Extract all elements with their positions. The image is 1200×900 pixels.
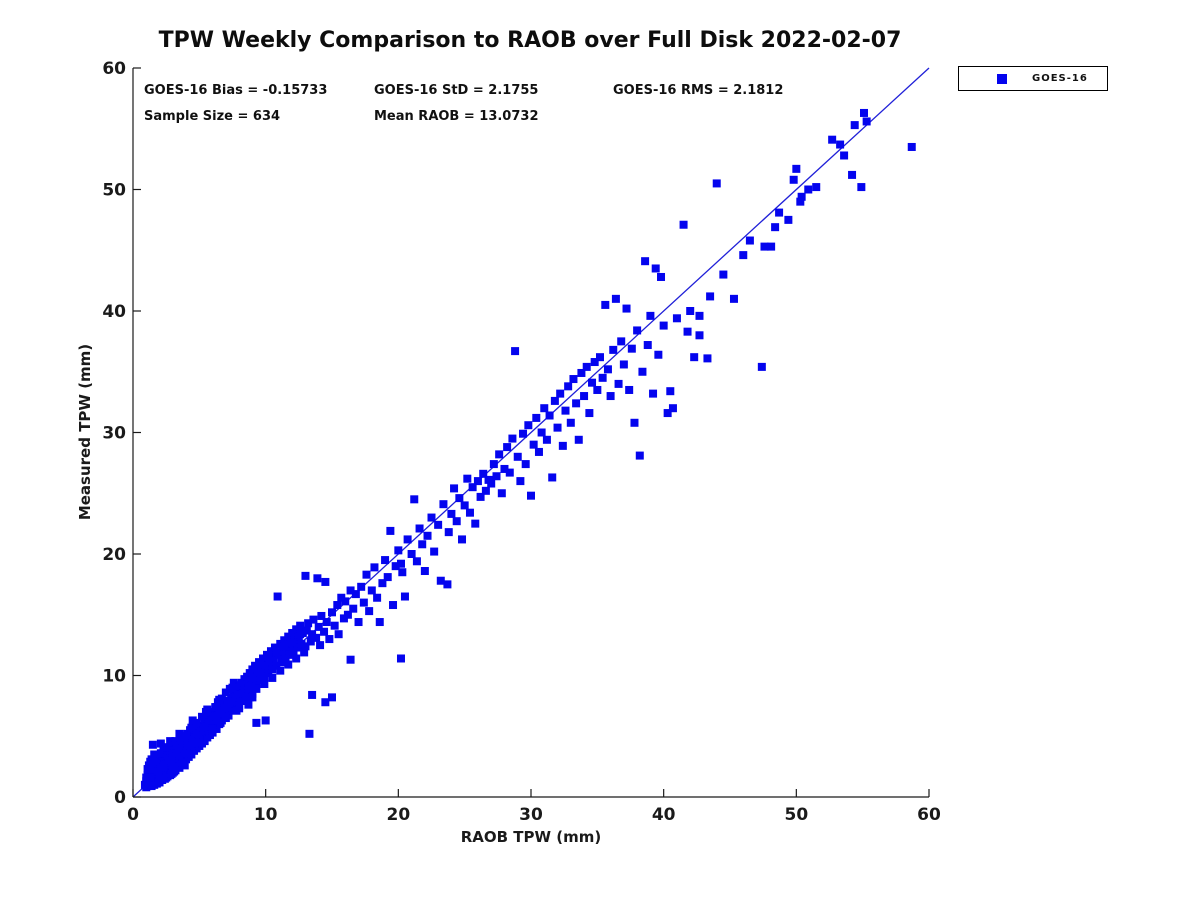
- svg-text:10: 10: [254, 805, 278, 825]
- stat-bias: GOES-16 Bias = -0.15733: [144, 83, 328, 98]
- svg-text:20: 20: [102, 545, 126, 565]
- chart-title: TPW Weekly Comparison to RAOB over Full …: [158, 28, 902, 53]
- svg-text:60: 60: [102, 59, 126, 79]
- legend-square-marker-icon: [997, 73, 1007, 84]
- svg-text:0: 0: [114, 788, 126, 808]
- svg-text:30: 30: [519, 805, 543, 825]
- x-axis-label: RAOB TPW (mm): [460, 828, 602, 846]
- svg-text:40: 40: [102, 302, 126, 322]
- legend-box: GOES-16: [958, 66, 1108, 91]
- svg-text:50: 50: [102, 181, 126, 201]
- stat-sample-size: Sample Size = 634: [144, 109, 281, 124]
- svg-text:60: 60: [917, 805, 941, 825]
- svg-text:40: 40: [652, 805, 676, 825]
- stat-mean-raob: Mean RAOB = 13.0732: [374, 109, 539, 124]
- svg-text:0: 0: [127, 805, 139, 825]
- svg-text:30: 30: [102, 424, 126, 444]
- svg-text:20: 20: [386, 805, 410, 825]
- stat-std: GOES-16 StD = 2.1755: [374, 83, 539, 98]
- svg-text:10: 10: [102, 667, 126, 687]
- svg-text:50: 50: [784, 805, 808, 825]
- y-axis-label: Measured TPW (mm): [76, 343, 94, 521]
- legend-series-label: GOES-16: [1032, 73, 1088, 84]
- stat-rms: GOES-16 RMS = 2.1812: [613, 83, 784, 98]
